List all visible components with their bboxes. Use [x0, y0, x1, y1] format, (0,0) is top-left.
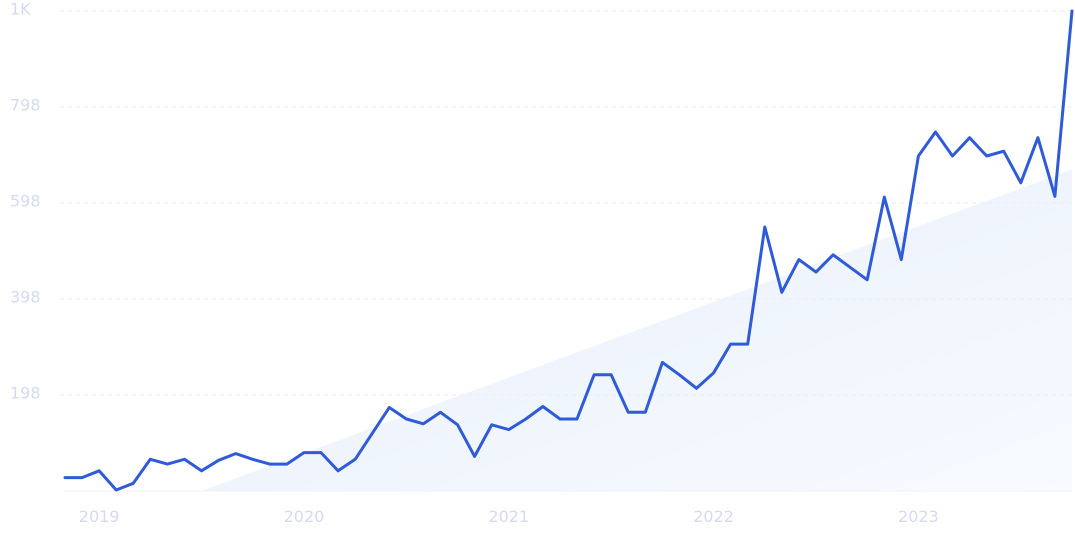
data-point — [1002, 149, 1006, 153]
data-point — [251, 457, 255, 461]
data-point — [558, 417, 562, 421]
data-point — [234, 452, 238, 456]
data-point — [899, 258, 903, 262]
data-point — [456, 423, 460, 427]
data-point — [882, 195, 886, 199]
data-point — [780, 290, 784, 294]
data-point — [217, 458, 221, 462]
data-point — [490, 423, 494, 427]
data-point — [97, 469, 101, 473]
series-line — [63, 9, 1074, 492]
data-point — [592, 373, 596, 377]
data-point — [148, 457, 152, 461]
x-tick-label: 2020 — [284, 507, 325, 526]
data-point — [865, 278, 869, 282]
data-point — [404, 417, 408, 421]
data-point — [353, 457, 357, 461]
data-point — [951, 154, 955, 158]
data-point — [285, 462, 289, 466]
x-tick-label: 2023 — [898, 507, 939, 526]
data-point — [848, 265, 852, 269]
data-point — [387, 405, 391, 409]
data-point — [763, 225, 767, 229]
data-point — [1053, 194, 1057, 198]
data-point — [182, 457, 186, 461]
y-tick-label: 598 — [10, 192, 41, 211]
data-point — [695, 386, 699, 390]
trend-area — [201, 169, 1073, 491]
data-point — [712, 371, 716, 375]
data-point — [319, 451, 323, 455]
data-point — [80, 476, 84, 480]
data-point — [575, 417, 579, 421]
data-point — [421, 422, 425, 426]
data-point — [1019, 181, 1023, 185]
data-point — [1036, 136, 1040, 140]
x-tick-label: 2022 — [693, 507, 734, 526]
data-point — [814, 270, 818, 274]
data-point — [729, 342, 733, 346]
data-point — [63, 476, 67, 480]
data-point — [200, 469, 204, 473]
data-point — [131, 481, 135, 485]
data-point — [746, 342, 750, 346]
data-point — [797, 258, 801, 262]
x-tick-label: 2019 — [79, 507, 120, 526]
data-point — [643, 410, 647, 414]
data-point — [336, 469, 340, 473]
data-point — [660, 360, 664, 364]
data-point — [302, 451, 306, 455]
data-point — [831, 253, 835, 257]
data-point — [626, 410, 630, 414]
data-point — [268, 462, 272, 466]
data-point — [916, 154, 920, 158]
data-point — [677, 373, 681, 377]
x-tick-label: 2021 — [488, 507, 529, 526]
data-point — [370, 431, 374, 435]
data-point — [165, 462, 169, 466]
data-point — [473, 454, 477, 458]
y-tick-label: 198 — [10, 384, 41, 403]
data-point — [438, 410, 442, 414]
data-point — [114, 488, 118, 492]
data-point — [507, 428, 511, 432]
data-point — [541, 405, 545, 409]
data-point — [985, 154, 989, 158]
data-point — [968, 136, 972, 140]
y-tick-label: 1K — [10, 0, 31, 19]
y-tick-label: 398 — [10, 288, 41, 307]
data-point — [609, 373, 613, 377]
data-point — [524, 417, 528, 421]
data-point — [933, 130, 937, 134]
y-tick-label: 798 — [10, 96, 41, 115]
data-point — [1070, 9, 1074, 13]
